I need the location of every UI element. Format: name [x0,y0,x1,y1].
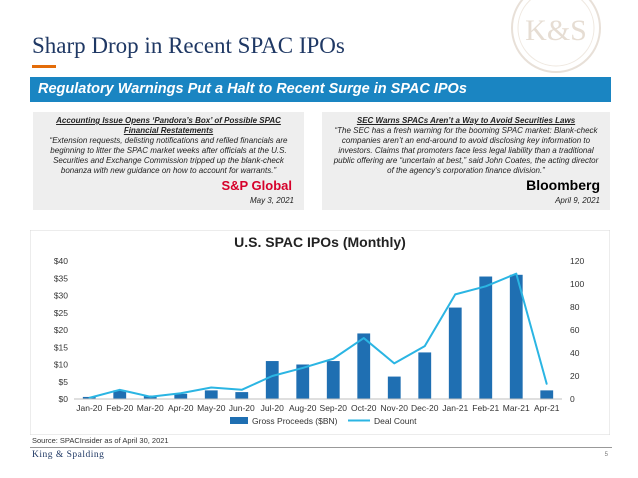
x-tick-label: Mar-21 [503,403,530,413]
point-deal-count [423,345,426,347]
news-date: April 9, 2021 [555,196,600,205]
y-left-tick-label: $5 [59,377,69,387]
y-left-tick-label: $0 [59,394,69,404]
page-title: Sharp Drop in Recent SPAC IPOs [32,33,345,58]
bar-gross-proceeds [448,307,462,399]
point-deal-count [545,383,548,385]
chart-title: U.S. SPAC IPOs (Monthly) [234,234,406,250]
title-accent-bar [32,65,56,68]
bar-gross-proceeds [113,390,127,399]
point-deal-count [118,389,121,391]
news-quote: “The SEC has a fresh warning for the boo… [333,126,599,175]
y-left-tick-label: $40 [54,256,68,266]
news-headline[interactable]: SEC Warns SPACs Aren’t a Way to Avoid Se… [356,116,576,125]
y-left-tick-label: $10 [54,360,68,370]
legend-label-gross-proceeds: Gross Proceeds ($BN) [252,416,338,426]
x-tick-label: Aug-20 [289,403,317,413]
x-tick-label: Apr-21 [534,403,560,413]
footer-brand: King & Spalding [32,450,105,460]
y-right-tick-label: 40 [570,348,580,358]
bar-gross-proceeds [326,361,340,399]
x-tick-label: Jul-20 [261,403,284,413]
point-deal-count [484,285,487,288]
bar-gross-proceeds [509,274,523,399]
x-tick-label: Nov-20 [381,403,409,413]
y-left-tick-label: $25 [54,308,68,318]
y-left-tick-label: $20 [54,325,68,335]
point-deal-count [88,397,91,399]
x-tick-label: Oct-20 [351,403,377,413]
point-deal-count [454,293,457,296]
point-deal-count [362,337,365,339]
y-right-tick-label: 120 [570,256,584,266]
ks-logo: K&S [511,0,601,73]
y-right-tick-label: 80 [570,302,580,312]
point-deal-count [179,392,182,395]
bar-gross-proceeds [265,361,279,399]
bar-gross-proceeds [296,364,310,399]
point-deal-count [515,272,518,275]
bar-gross-proceeds [174,393,188,399]
legend-label-deal-count: Deal Count [374,416,417,426]
x-tick-label: Dec-20 [411,403,439,413]
bar-gross-proceeds [357,333,371,399]
y-left-tick-label: $15 [54,342,68,352]
x-tick-label: Jan-20 [76,403,102,413]
x-tick-label: Mar-20 [137,403,164,413]
y-left-tick-label: $35 [54,273,68,283]
news-date: May 3, 2021 [249,196,294,205]
bloomberg-logo: Bloomberg [526,177,600,193]
y-right-tick-label: 60 [570,325,580,335]
x-tick-label: Apr-20 [168,403,194,413]
point-deal-count [210,386,213,389]
page-number: 5 [604,452,608,458]
bar-gross-proceeds [204,390,218,399]
bar-gross-proceeds [418,352,432,399]
spac-ipo-chart: U.S. SPAC IPOs (Monthly) $0 $5 $10 $15 $20 $2… [30,230,610,435]
point-deal-count [271,375,274,377]
x-tick-label: Jan-21 [442,403,468,413]
bar-gross-proceeds [479,276,493,399]
point-deal-count [332,357,335,360]
x-tick-label: Jun-20 [229,403,255,413]
point-deal-count [393,362,396,365]
legend-swatch-bars [230,417,248,424]
point-deal-count [149,395,152,398]
news-card-sp-global: Accounting Issue Opens ‘Pandora’s Box’ o… [33,112,304,210]
line-deal-count [88,272,548,399]
point-deal-count [301,367,304,369]
y-right-tick-label: 20 [570,371,580,381]
footer-divider [30,447,612,448]
chart-source-note: Source: SPACInsider as of April 30, 2021 [32,436,169,445]
bar-gross-proceeds [387,376,401,399]
y-right-tick-label: 100 [570,279,584,289]
y-left-tick-label: $30 [54,291,68,301]
x-tick-label: Feb-21 [472,403,499,413]
news-quote: “Extension requests, delisting notificat… [49,136,288,175]
headline-banner: Regulatory Warnings Put a Halt to Recent… [30,77,611,102]
point-deal-count [240,389,243,391]
ks-logo-text: K&S [525,14,587,47]
sp-global-logo: S&P Global [221,178,292,193]
x-tick-label: Feb-20 [106,403,133,413]
x-tick-label: May-20 [197,403,226,413]
bar-gross-proceeds [235,392,249,399]
news-card-bloomberg: SEC Warns SPACs Aren’t a Way to Avoid Se… [322,112,610,210]
x-tick-label: Sep-20 [320,403,348,413]
news-headline[interactable]: Accounting Issue Opens ‘Pandora’s Box’ o… [56,116,281,135]
bar-gross-proceeds [540,390,554,399]
y-right-tick-label: 0 [570,394,575,404]
